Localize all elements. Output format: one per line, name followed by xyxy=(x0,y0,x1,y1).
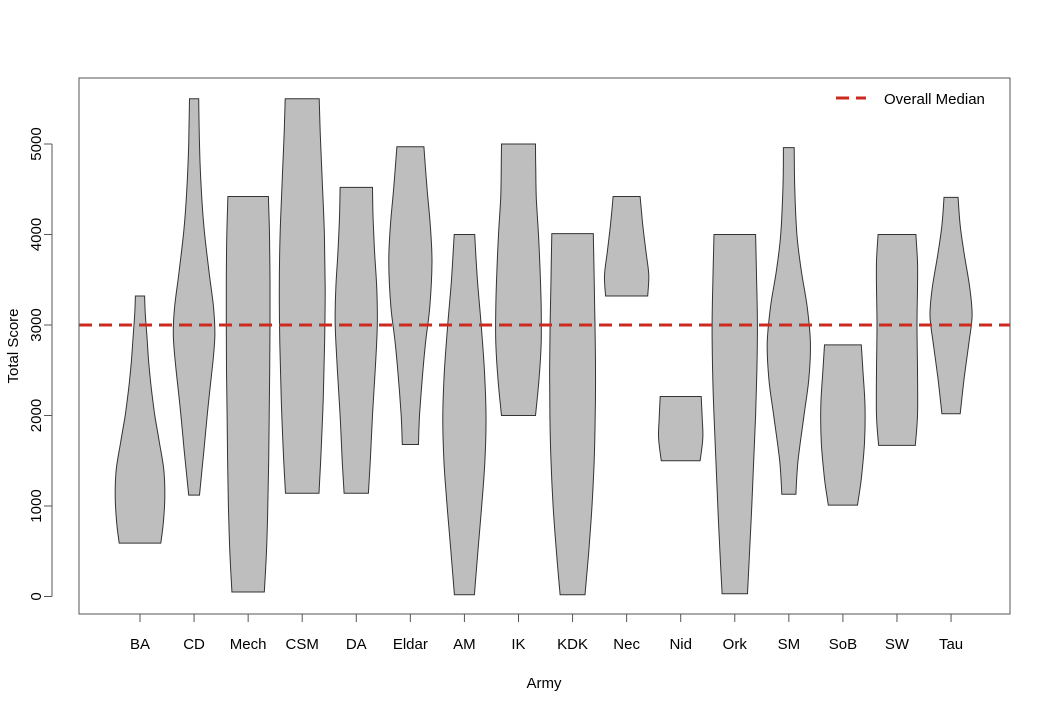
violin-csm xyxy=(278,98,326,494)
violin-nid xyxy=(657,396,704,462)
y-tick-label-1000: 1000 xyxy=(28,489,45,522)
x-tick-label-ik: IK xyxy=(511,636,525,653)
x-tick-label-sm: SM xyxy=(778,636,801,653)
y-tick-label-2000: 2000 xyxy=(28,399,45,432)
violin-am xyxy=(442,234,487,596)
y-tick-label-5000: 5000 xyxy=(28,127,45,160)
violin-kdk xyxy=(549,233,597,596)
x-tick-label-tau: Tau xyxy=(939,636,963,653)
violin-tau xyxy=(929,196,973,415)
plot-area-frame xyxy=(78,77,1011,615)
x-tick-label-ba: BA xyxy=(130,636,150,653)
legend: Overall Median xyxy=(836,91,985,108)
x-tick-label-cd: CD xyxy=(183,636,205,653)
violin-ork xyxy=(711,234,758,595)
x-tick-label-nid: Nid xyxy=(669,636,692,653)
x-tick-label-kdk: KDK xyxy=(557,636,588,653)
x-tick-label-am: AM xyxy=(453,636,476,653)
x-tick-label-da: DA xyxy=(346,636,367,653)
x-tick-label-csm: CSM xyxy=(286,636,319,653)
x-tick-label-ork: Ork xyxy=(723,636,748,653)
x-tick-label-sw: SW xyxy=(885,636,910,653)
violin-sob xyxy=(820,344,866,506)
y-axis: 0 1000 2000 3000 4000 5000 xyxy=(28,127,53,601)
violin-ik xyxy=(495,143,542,416)
violin-mech xyxy=(225,196,271,593)
x-axis-title: Army xyxy=(527,675,562,692)
x-tick-label-nec: Nec xyxy=(613,636,640,653)
violin-cd xyxy=(172,98,216,496)
x-tick-label-sob: SoB xyxy=(829,636,857,653)
y-tick-label-4000: 4000 xyxy=(28,218,45,251)
violin-nec xyxy=(603,196,650,297)
y-tick-label-0: 0 xyxy=(28,592,45,600)
violin-eldar xyxy=(388,146,433,445)
y-tick-label-3000: 3000 xyxy=(28,308,45,341)
violin-sm xyxy=(766,147,811,495)
y-axis-title: Total Score xyxy=(5,308,22,383)
violin-ba xyxy=(114,295,166,544)
violin-da xyxy=(334,186,378,494)
violins-layer xyxy=(114,98,973,596)
x-tick-label-mech: Mech xyxy=(230,636,267,653)
x-axis: BA CD Mech CSM DA Eldar AM IK KDK Nec Nid Ork SM SoB S… xyxy=(130,613,963,653)
violin-sw xyxy=(875,234,919,446)
x-tick-label-eldar: Eldar xyxy=(393,636,428,653)
legend-label-overall-median: Overall Median xyxy=(884,91,985,108)
